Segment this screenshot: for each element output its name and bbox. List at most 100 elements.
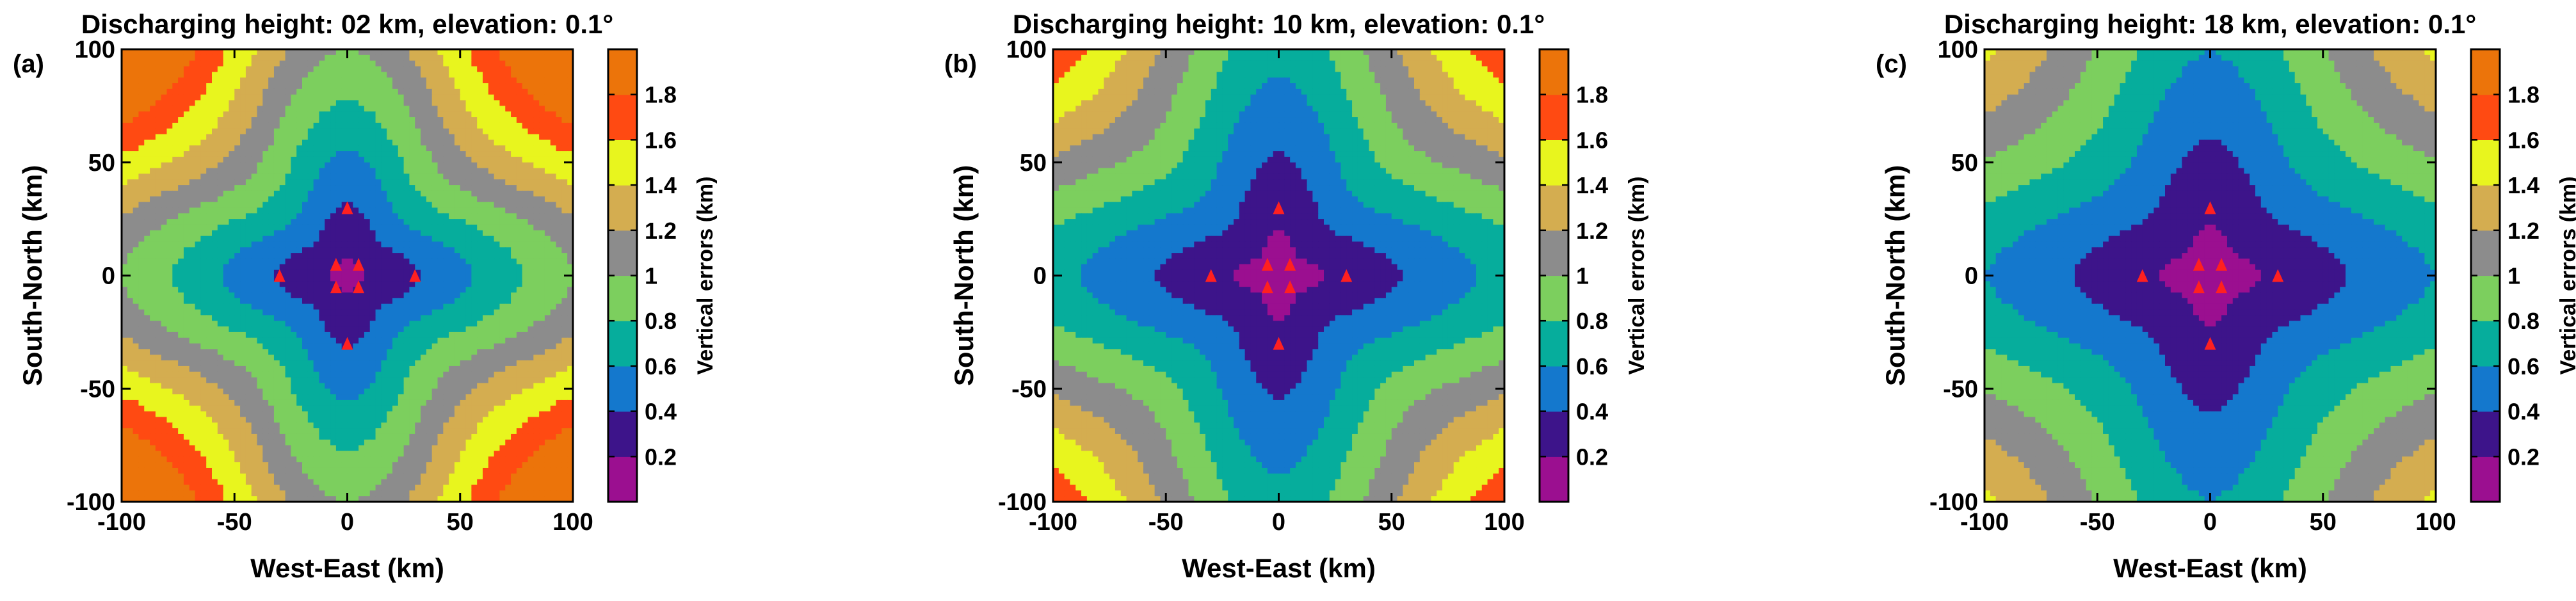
- contour-cell: [144, 360, 150, 366]
- contour-cell: [138, 241, 144, 247]
- contour-cell: [336, 310, 342, 316]
- contour-cell: [172, 253, 178, 259]
- contour-cell: [443, 360, 449, 366]
- contour-cell: [533, 349, 539, 355]
- contour-cell: [421, 219, 426, 225]
- contour-cell: [551, 225, 556, 230]
- contour-cell: [206, 168, 212, 174]
- contour-cell: [499, 202, 505, 208]
- contour-cell: [398, 61, 404, 67]
- contour-cell: [494, 344, 500, 349]
- contour-cell: [330, 338, 336, 344]
- contour-cell: [268, 106, 274, 111]
- contour-cell: [539, 225, 545, 230]
- contour-cell: [336, 366, 342, 372]
- contour-cell: [262, 202, 268, 208]
- contour-cell: [426, 338, 432, 344]
- contour-cell: [392, 145, 398, 151]
- contour-cell: [234, 168, 240, 174]
- contour-cell: [517, 77, 522, 83]
- contour-cell: [353, 225, 358, 230]
- contour-cell: [494, 117, 500, 123]
- contour-cell: [539, 106, 545, 111]
- contour-cell: [432, 304, 438, 310]
- contour-cell: [528, 253, 534, 259]
- contour-cell: [342, 287, 348, 292]
- contour-cell: [212, 77, 218, 83]
- contour-cell: [551, 332, 556, 338]
- contour-cell: [455, 123, 460, 129]
- contour-cell: [150, 67, 156, 72]
- contour-cell: [156, 304, 161, 310]
- contour-cell: [517, 129, 522, 134]
- contour-cell: [556, 230, 562, 236]
- contour-cell: [218, 185, 223, 191]
- contour-cell: [296, 321, 302, 326]
- contour-cell: [466, 304, 472, 310]
- contour-cell: [556, 106, 562, 111]
- contour-cell: [488, 344, 494, 349]
- contour-cell: [539, 236, 545, 242]
- contour-cell: [274, 157, 280, 163]
- contour-cell: [539, 372, 545, 378]
- contour-cell: [409, 326, 415, 332]
- contour-cell: [539, 241, 545, 247]
- contour-cell: [336, 394, 342, 400]
- contour-cell: [172, 168, 178, 174]
- contour-cell: [246, 140, 252, 145]
- contour-cell: [257, 259, 263, 264]
- contour-cell: [291, 321, 296, 326]
- contour-cell: [370, 236, 376, 242]
- contour-cell: [262, 400, 268, 406]
- contour-cell: [156, 349, 161, 355]
- contour-cell: [348, 310, 353, 316]
- contour-cell: [246, 230, 252, 236]
- contour-cell: [443, 72, 449, 77]
- contour-cell: [212, 360, 218, 366]
- contour-cell: [302, 100, 308, 106]
- contour-cell: [286, 394, 291, 400]
- contour-cell: [505, 225, 511, 230]
- contour-cell: [172, 360, 178, 366]
- contour-cell: [212, 389, 218, 394]
- contour-cell: [370, 163, 376, 168]
- contour-cell: [319, 213, 325, 219]
- contour-cell: [477, 196, 483, 202]
- contour-cell: [556, 179, 562, 185]
- contour-cell: [167, 287, 173, 292]
- contour-cell: [358, 366, 364, 372]
- contour-cell: [240, 349, 246, 355]
- contour-cell: [415, 298, 421, 304]
- contour-cell: [189, 179, 195, 185]
- contour-cell: [144, 179, 150, 185]
- contour-cell: [223, 298, 229, 304]
- contour-cell: [280, 106, 286, 111]
- contour-cell: [229, 219, 234, 225]
- contour-cell: [488, 213, 494, 219]
- contour-cell: [488, 360, 494, 366]
- contour-cell: [533, 276, 539, 282]
- contour-cell: [551, 230, 556, 236]
- contour-cell: [545, 349, 551, 355]
- contour-cell: [426, 372, 432, 378]
- contour-cell: [200, 315, 206, 321]
- contour-cell: [178, 157, 184, 163]
- contour-cell: [511, 389, 517, 394]
- contour-cell: [302, 372, 308, 378]
- contour-cell: [364, 378, 370, 383]
- contour-cell: [268, 151, 274, 157]
- contour-cell: [545, 230, 551, 236]
- contour-cell: [229, 360, 234, 366]
- contour-cell: [443, 61, 449, 67]
- contour-cell: [449, 111, 455, 117]
- contour-cell: [223, 129, 229, 134]
- contour-cell: [522, 241, 528, 247]
- contour-cell: [200, 225, 206, 230]
- contour-cell: [189, 173, 195, 179]
- contour-cell: [353, 83, 358, 89]
- contour-cell: [387, 179, 392, 185]
- contour-cell: [460, 72, 466, 77]
- contour-cell: [364, 389, 370, 394]
- contour-cell: [421, 355, 426, 360]
- contour-cell: [364, 225, 370, 230]
